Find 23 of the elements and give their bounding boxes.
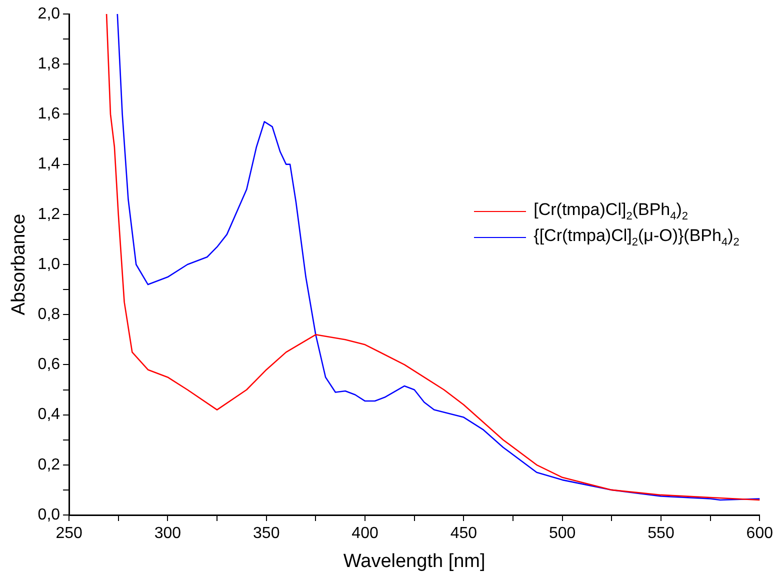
x-axis-title: Wavelength [nm] (343, 550, 486, 572)
y-tick-label: 1,8 (38, 56, 60, 73)
y-tick-label: 2,0 (38, 5, 60, 22)
x-tick-label: 550 (648, 525, 674, 542)
legend-label: {[Cr(tmpa)Cl]$_{2}$(μ-O)}(BPh$_{4}$)$_{2}$ (534, 226, 740, 249)
x-tick-label: 250 (56, 525, 82, 542)
legend-label: [Cr(tmpa)Cl]$_{2}$(BPh$_{4}$)$_{2}$ (534, 200, 688, 223)
y-tick-label: 1,6 (38, 106, 60, 123)
x-tick-label: 300 (154, 525, 182, 542)
x-tick-label: 600 (746, 525, 774, 542)
x-tick-label: 500 (548, 525, 576, 542)
y-tick-label: 0,6 (38, 356, 60, 374)
x-tick-label: 400 (352, 525, 378, 542)
y-tick-label: 1,2 (38, 206, 60, 223)
x-tick-label: 350 (253, 525, 280, 542)
y-tick-label: 1,0 (38, 256, 60, 273)
y-tick-label: 0,2 (38, 456, 60, 474)
y-tick-label: 0,0 (38, 506, 60, 524)
y-tick-label: 0,8 (38, 306, 60, 324)
y-tick-label: 1,4 (38, 156, 60, 173)
y-tick-label: 0,4 (38, 406, 60, 424)
x-tick-label: 450 (450, 525, 478, 542)
y-axis-title: Absorbance (8, 214, 30, 316)
